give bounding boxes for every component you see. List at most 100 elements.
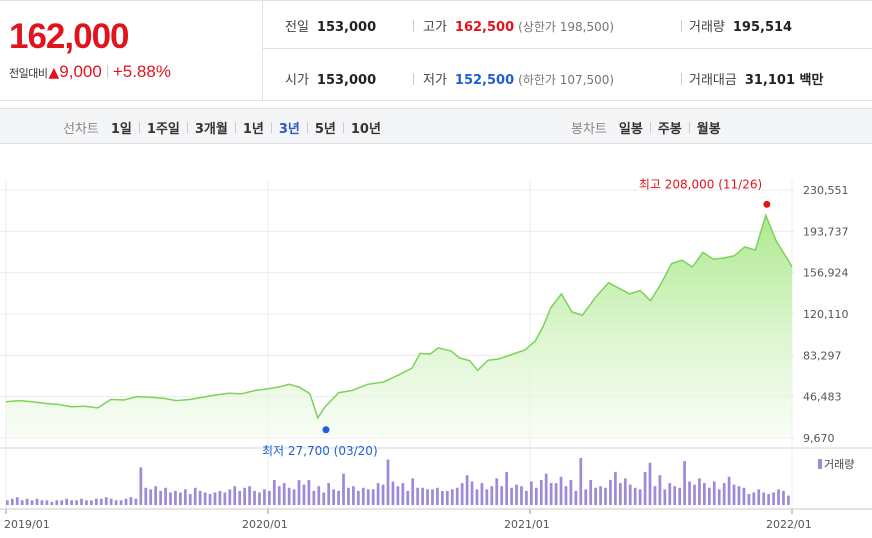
volume-bar	[317, 486, 321, 505]
volume-bar	[361, 487, 365, 505]
x-tick-label: 2020/01	[242, 518, 288, 531]
volume-bar	[530, 481, 533, 505]
volume-bar	[297, 479, 301, 505]
volume-bar	[371, 489, 375, 505]
volume-bar	[618, 483, 622, 505]
volume-bar	[747, 494, 751, 505]
volume-bar	[564, 486, 568, 505]
volume-bar	[50, 501, 54, 505]
volume-bar	[356, 490, 360, 505]
volume-bar	[722, 483, 726, 505]
volume-bar	[85, 500, 88, 505]
change-percent: +5.88%	[112, 62, 171, 81]
volume-bar	[154, 486, 158, 505]
volume-bar	[579, 458, 583, 505]
y-tick-label: 83,297	[803, 349, 842, 362]
volume-bar	[20, 500, 24, 505]
volume-bar	[6, 500, 9, 505]
weekly-candle-button[interactable]: 주봉	[657, 122, 682, 137]
volume-bar	[15, 497, 19, 505]
volume-bar	[25, 498, 29, 505]
volume-bar	[525, 490, 528, 505]
volume-bar	[70, 500, 73, 505]
volume-bar	[569, 479, 573, 505]
volume-bar	[258, 492, 261, 505]
volume: 거래량 195,514	[689, 16, 792, 35]
period-1y-button[interactable]: 1년	[242, 122, 264, 137]
volume-bar	[732, 484, 736, 505]
volume-bar	[243, 487, 247, 505]
low-price: 저가 152,500 (하한가 107,500)	[423, 69, 614, 88]
volume-bar	[411, 478, 415, 505]
volume-bar	[238, 490, 242, 505]
period-1w-button[interactable]: 1주일	[146, 122, 180, 137]
volume-bar	[35, 498, 39, 505]
row-divider	[263, 48, 872, 49]
x-tick-label: 2022/01	[766, 518, 812, 531]
volume-bar	[688, 481, 691, 505]
volume-bar	[129, 497, 133, 505]
period-3m-button[interactable]: 3개월	[194, 122, 228, 137]
volume-bar	[465, 475, 469, 505]
volume-bar	[342, 473, 345, 505]
volume-bar	[134, 498, 138, 505]
divider	[270, 122, 272, 133]
volume-bar	[455, 487, 459, 505]
high-price: 고가 162,500 (상한가 198,500)	[423, 16, 614, 35]
prev-close: 전일 153,000	[285, 16, 376, 35]
extreme-markers: 최고 208,000 (11/26) 최저 27,700 (03/20)	[262, 177, 771, 458]
volume-bar	[450, 489, 454, 505]
x-tick-label: 2019/01	[4, 518, 50, 531]
divider	[342, 122, 344, 133]
volume-bar	[268, 490, 271, 505]
volume-bar	[30, 500, 34, 505]
volume-bar	[727, 476, 731, 505]
volume-bar	[292, 489, 296, 505]
volume-bar	[60, 500, 64, 505]
volume-bar	[426, 489, 429, 505]
volume-bar	[441, 490, 444, 505]
volume-bar	[164, 487, 167, 505]
price-chart: 230,551 193,737 156,924 120,110 83,297 46,483…	[0, 177, 872, 531]
volume-bar	[505, 472, 509, 505]
volume-bar	[223, 492, 227, 505]
volume-bar	[55, 500, 59, 505]
volume-bar	[352, 486, 355, 505]
volume-bar	[554, 483, 558, 505]
volume-bar	[124, 498, 128, 505]
volume-bar	[663, 489, 667, 505]
min-marker	[322, 426, 330, 434]
daily-candle-button[interactable]: 일봉	[618, 122, 643, 137]
volume-bar	[277, 486, 281, 505]
volume-bar	[752, 492, 756, 505]
volume-bar	[188, 494, 192, 505]
volume-bar	[312, 490, 316, 505]
volume-bar	[90, 500, 93, 505]
quote-panel: 162,000 전일대비▲9,000 +5.88% 전일 153,000 고가 162…	[0, 0, 872, 101]
volume-bar	[376, 483, 380, 505]
change-label: 전일대비	[9, 67, 48, 80]
volume-bar	[263, 489, 266, 505]
change-value: 9,000	[59, 62, 102, 81]
volume-bar	[144, 487, 148, 505]
volume-bar	[10, 498, 14, 505]
volume-bar	[693, 484, 696, 505]
volume-bar	[490, 486, 494, 505]
period-1d-button[interactable]: 1일	[110, 122, 132, 137]
period-3y-button[interactable]: 3년	[278, 122, 300, 137]
current-price: 162,000	[9, 17, 130, 56]
period-10y-button[interactable]: 10년	[350, 122, 381, 137]
volume-bar	[119, 500, 123, 505]
monthly-candle-button[interactable]: 월봉	[696, 122, 721, 137]
y-tick-label: 193,737	[803, 225, 849, 238]
amount-value: 31,101 백만	[744, 73, 824, 88]
volume-bar	[416, 487, 420, 505]
volume-bar	[495, 478, 499, 505]
max-marker	[763, 200, 771, 208]
volume-bar	[332, 489, 335, 505]
volume-bar	[638, 489, 642, 505]
volume-bar	[302, 484, 306, 505]
period-5y-button[interactable]: 5년	[314, 122, 336, 137]
volume-bar	[589, 479, 593, 505]
high-value: 162,500	[454, 20, 515, 35]
